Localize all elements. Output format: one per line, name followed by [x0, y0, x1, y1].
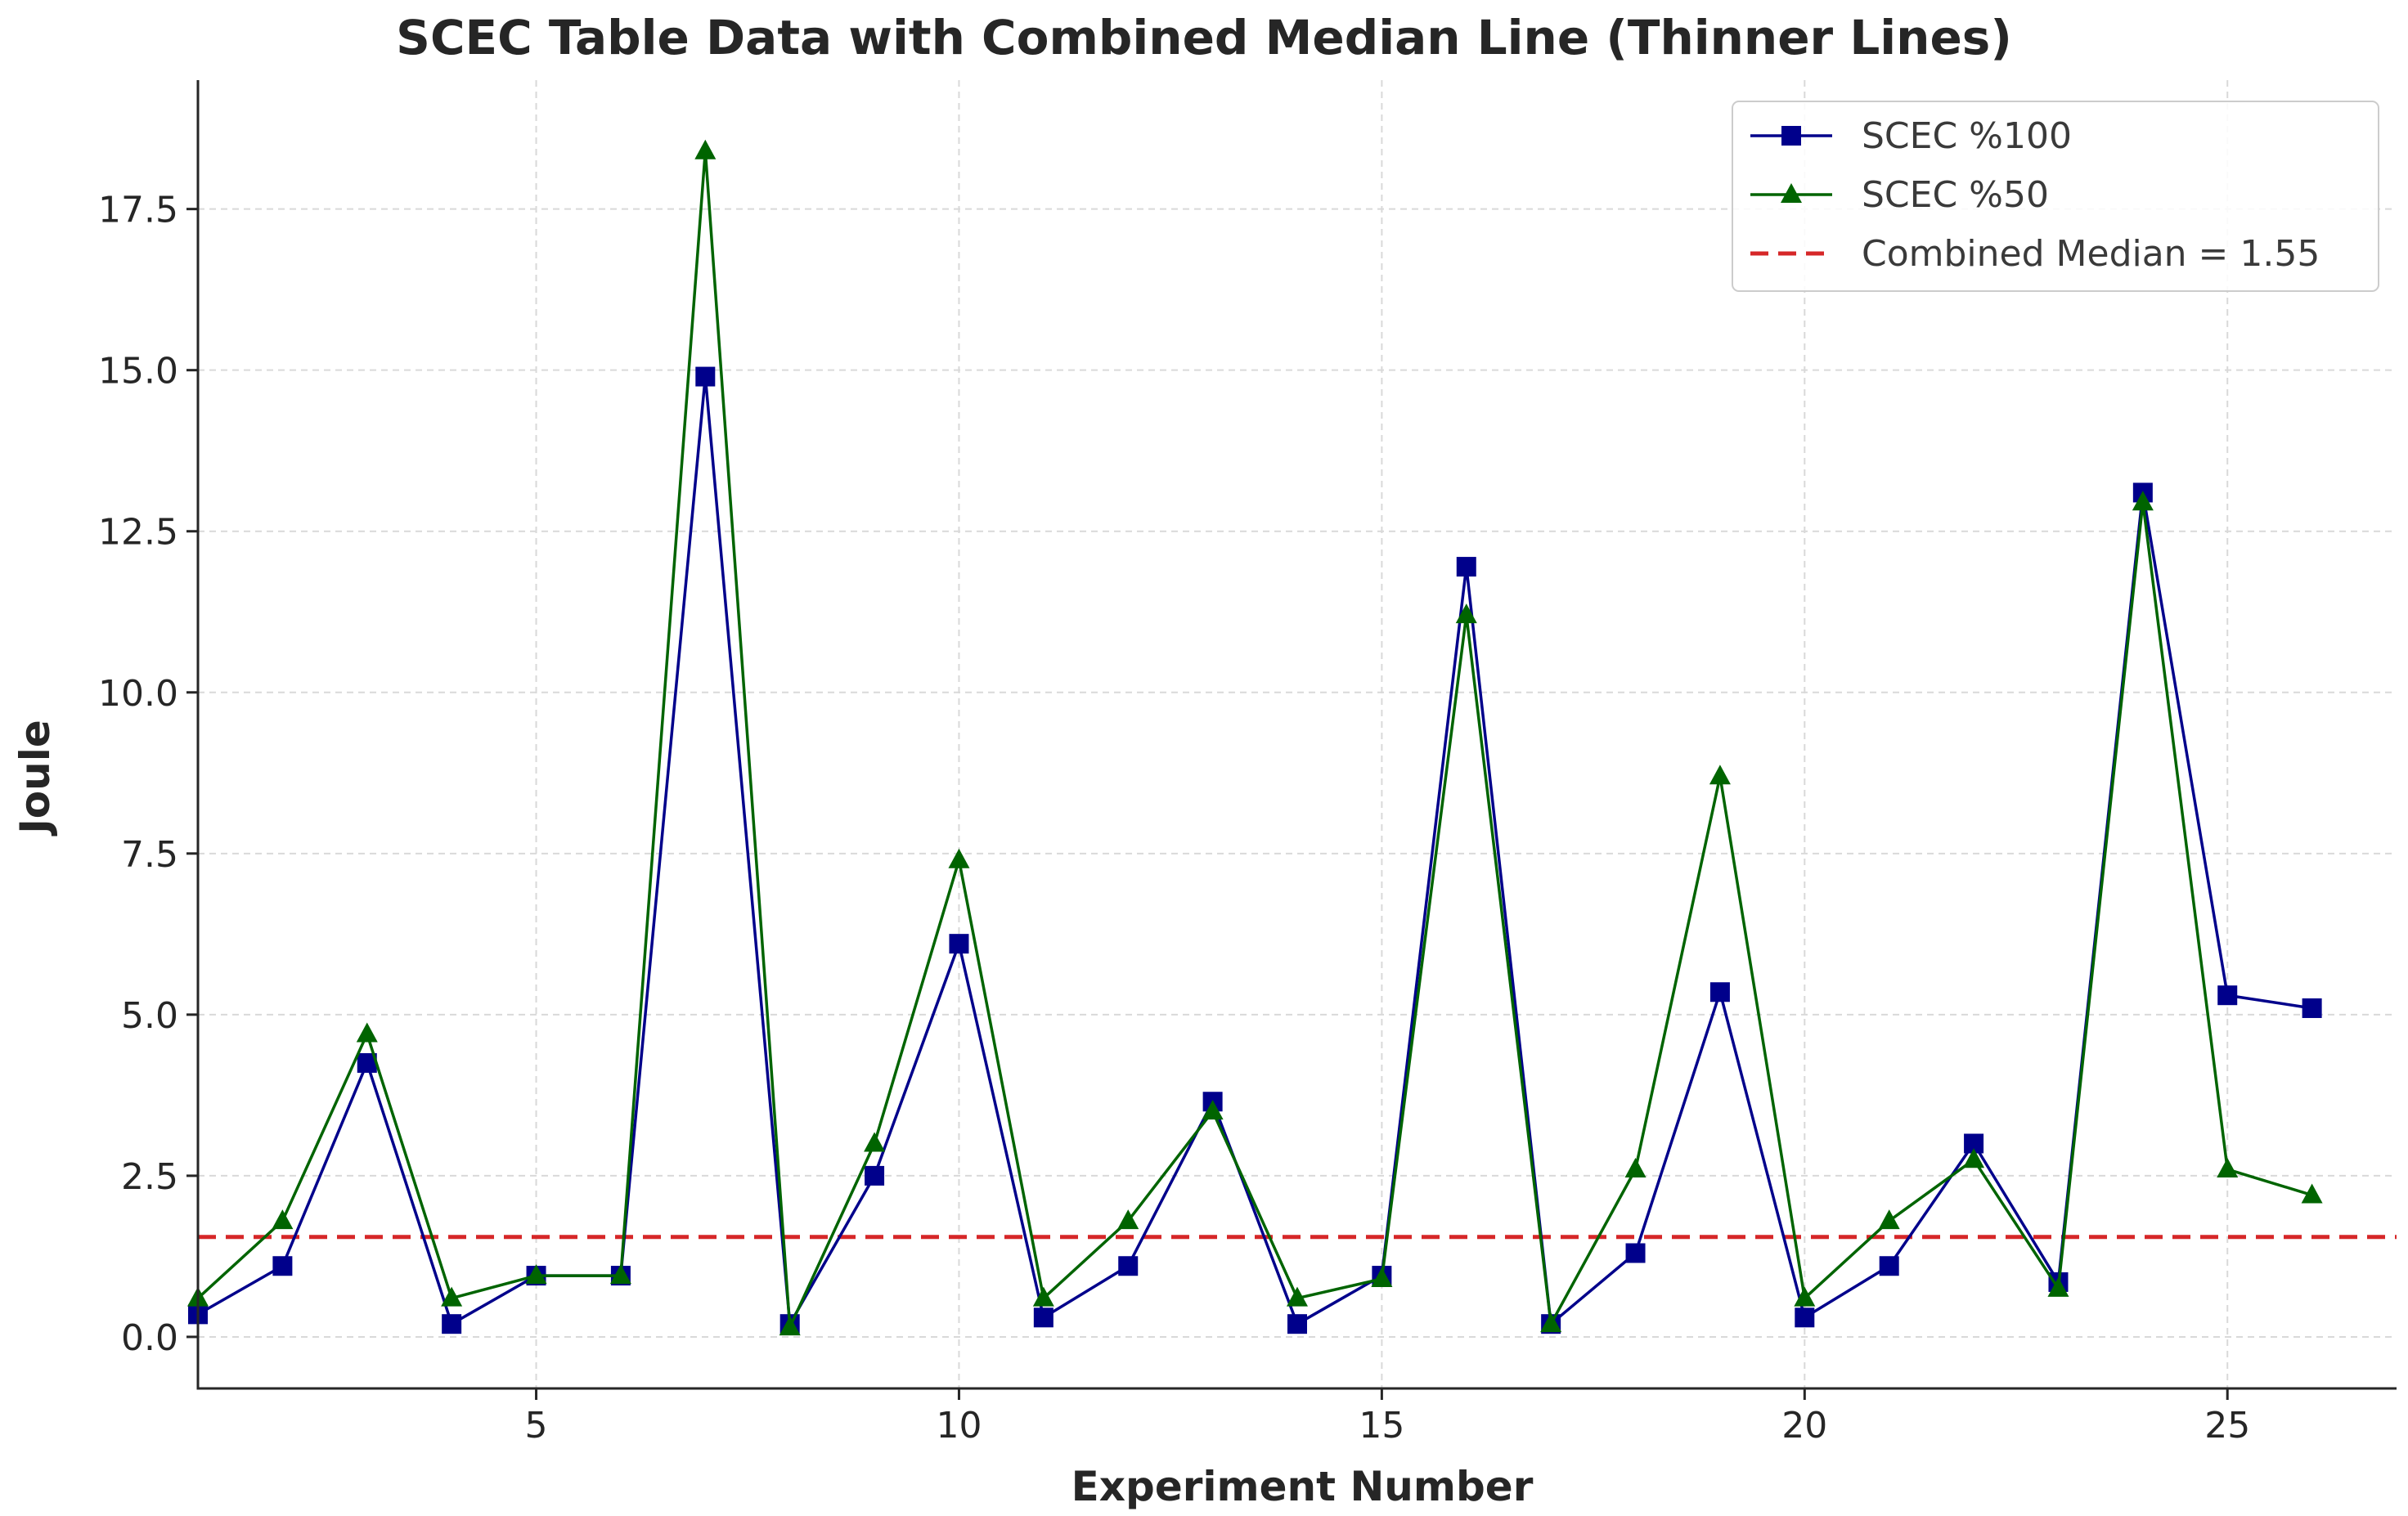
data-point-square — [2302, 998, 2322, 1018]
data-point-triangle — [1540, 1312, 1562, 1333]
series-scec-50 — [187, 139, 2323, 1336]
data-point-square — [1287, 1314, 1307, 1334]
x-tick-label: 5 — [525, 1405, 548, 1446]
legend: SCEC %100 SCEC %50 Combined Median = 1.55 — [1732, 101, 2379, 292]
y-tick-label: 7.5 — [121, 834, 178, 876]
data-point-triangle — [2301, 1183, 2323, 1204]
data-point-triangle — [525, 1264, 547, 1285]
legend-label: Combined Median = 1.55 — [1862, 233, 2320, 275]
data-point-triangle — [1202, 1100, 1224, 1120]
x-tick-label: 25 — [2204, 1405, 2250, 1446]
data-point-triangle — [1963, 1148, 1985, 1168]
legend-item-median: Combined Median = 1.55 — [1750, 233, 2320, 275]
y-tick-label: 10.0 — [98, 673, 178, 715]
legend-marker-square — [1781, 126, 1801, 146]
data-point-triangle — [948, 848, 970, 868]
data-point-triangle — [356, 1022, 378, 1043]
y-tick-label: 12.5 — [98, 512, 178, 554]
data-point-triangle — [609, 1264, 631, 1285]
legend-item-scec-100: SCEC %100 — [1750, 115, 2072, 157]
data-point-triangle — [1624, 1158, 1647, 1178]
axes-layer — [196, 80, 2397, 1390]
data-point-triangle — [2047, 1276, 2069, 1297]
data-point-triangle — [1032, 1286, 1054, 1307]
y-tick-label: 2.5 — [121, 1156, 178, 1198]
legend-box — [1732, 101, 2379, 292]
legend-item-scec-50: SCEC %50 — [1750, 174, 2049, 216]
data-point-triangle — [1117, 1209, 1139, 1230]
data-point-triangle — [779, 1316, 801, 1336]
data-point-square — [442, 1314, 462, 1334]
data-point-triangle — [694, 139, 717, 159]
data-point-triangle — [272, 1209, 294, 1230]
series-layer — [187, 139, 2323, 1336]
legend-marker-triangle — [1781, 183, 1802, 203]
data-point-square — [1795, 1307, 1815, 1328]
series-scec-100 — [188, 366, 2322, 1334]
data-point-square — [272, 1256, 293, 1276]
data-point-square — [1879, 1256, 1899, 1276]
y-tick-label: 0.0 — [121, 1317, 178, 1359]
y-tick-label: 15.0 — [98, 351, 178, 392]
data-point-triangle — [864, 1132, 886, 1152]
series-line — [196, 149, 2313, 1329]
legend-label: SCEC %100 — [1862, 115, 2072, 157]
data-point-triangle — [1794, 1286, 1816, 1307]
y-axis-label: Joule — [11, 720, 59, 836]
ticks-layer: 5 10 15 20 25 0.0 2.5 5.0 7.5 10.0 12.5 15.0 17.5 — [98, 190, 2250, 1446]
data-point-triangle — [2132, 491, 2154, 511]
series-line — [197, 375, 2312, 1325]
data-point-square — [865, 1165, 885, 1186]
data-point-square — [949, 934, 969, 954]
data-point-square — [1033, 1307, 1054, 1328]
x-tick-label: 20 — [1781, 1405, 1827, 1446]
chart-title: SCEC Table Data with Combined Median Lin… — [396, 10, 2012, 65]
data-point-square — [1456, 557, 1476, 577]
data-point-triangle — [1709, 765, 1731, 785]
data-point-square — [695, 366, 716, 387]
data-point-square — [1625, 1243, 1646, 1263]
data-point-triangle — [1371, 1267, 1393, 1288]
data-point-triangle — [1878, 1209, 1900, 1230]
data-point-square — [1118, 1256, 1139, 1276]
data-point-triangle — [441, 1286, 463, 1307]
data-point-square — [2217, 985, 2238, 1006]
axis-spines — [196, 80, 2397, 1390]
legend-label: SCEC %50 — [1862, 174, 2049, 216]
data-point-square — [1709, 982, 1730, 1002]
data-point-triangle — [1455, 603, 1477, 624]
data-point-triangle — [1287, 1286, 1308, 1307]
data-point-triangle — [2217, 1158, 2239, 1178]
y-tick-label: 5.0 — [121, 995, 178, 1037]
y-tick-label: 17.5 — [98, 190, 178, 231]
x-axis-label: Experiment Number — [1071, 1463, 1534, 1510]
x-tick-label: 10 — [936, 1405, 982, 1446]
x-tick-label: 15 — [1359, 1405, 1404, 1446]
